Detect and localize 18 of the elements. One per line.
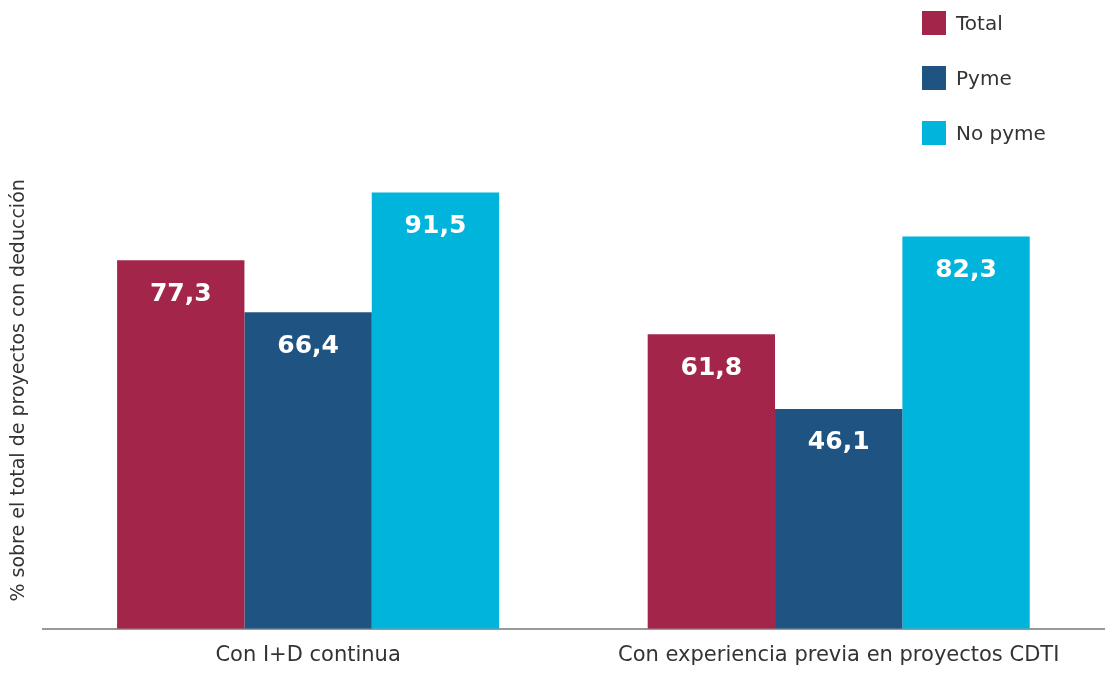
- data-label: 61,8: [680, 351, 743, 381]
- bar: [244, 312, 372, 629]
- bar: [647, 334, 776, 629]
- bar: [371, 192, 500, 629]
- data-label: 66,4: [277, 329, 339, 359]
- legend-label: Total: [956, 10, 1003, 35]
- bar: [775, 409, 903, 629]
- data-label: 91,5: [404, 210, 467, 240]
- x-tick-label: Con experiencia previa en proyectos CDTI: [618, 641, 1060, 666]
- legend-label: Pyme: [956, 65, 1012, 90]
- legend-label: No pyme: [956, 120, 1046, 145]
- x-tick-label: Con I+D continua: [215, 641, 401, 666]
- y-axis-title: % sobre el total de proyectos con deducción: [6, 179, 29, 602]
- data-label: 46,1: [807, 426, 870, 456]
- data-label: 77,3: [149, 277, 212, 307]
- data-label: 82,3: [935, 253, 997, 283]
- bar: [902, 236, 1030, 629]
- bar: [117, 260, 245, 629]
